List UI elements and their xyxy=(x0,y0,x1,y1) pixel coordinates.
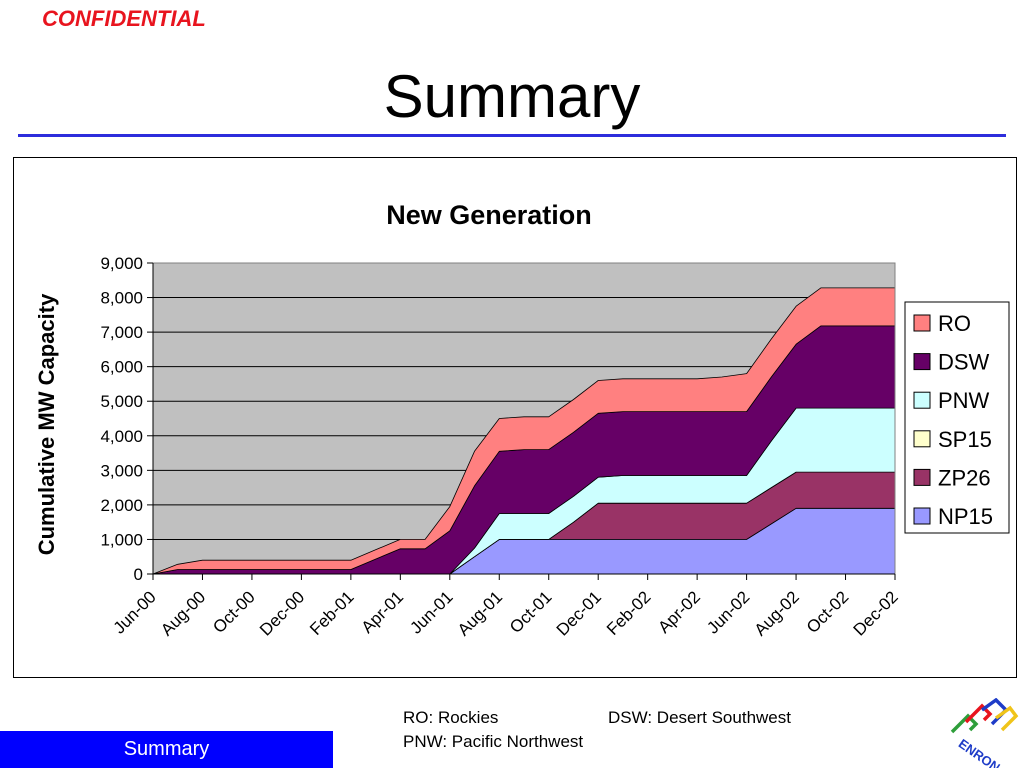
page-title: Summary xyxy=(383,63,641,130)
x-tick-label: Oct-01 xyxy=(506,587,556,637)
legend-box xyxy=(904,301,1010,534)
y-tick-label: 2,000 xyxy=(100,496,143,515)
x-tick-label: Oct-02 xyxy=(803,587,853,637)
x-tick-label: Aug-00 xyxy=(157,587,209,639)
y-tick-label: 9,000 xyxy=(100,254,143,273)
legend-swatch-pnw xyxy=(913,391,931,409)
legend-swatch-dsw xyxy=(913,353,931,371)
x-tick-label: Feb-02 xyxy=(603,587,655,639)
chart-title: New Generation xyxy=(386,200,592,230)
title-divider xyxy=(18,134,1006,137)
footnote-ro: RO: Rockies xyxy=(403,708,499,727)
y-tick-label: 5,000 xyxy=(100,392,143,411)
x-tick-label: Aug-01 xyxy=(454,587,506,639)
new-generation-chart: New Generation 0 1,000 2,000 3,000 4,000 5,000… xyxy=(34,200,1010,640)
x-tick-label: Jun-00 xyxy=(110,587,160,637)
x-tick-label: Apr-01 xyxy=(358,587,408,637)
chart-frame: New Generation 0 1,000 2,000 3,000 4,000 5,000… xyxy=(13,157,1017,678)
y-tick-label: 3,000 xyxy=(100,461,143,480)
x-tick-label: Dec-02 xyxy=(850,587,902,639)
x-tick-label: Dec-00 xyxy=(256,587,308,639)
legend-label-zp26: ZP26 xyxy=(938,465,991,490)
y-tick-label: 4,000 xyxy=(100,427,143,446)
legend-label-dsw: DSW xyxy=(938,350,990,375)
x-tick-label: Apr-02 xyxy=(654,587,704,637)
logo-wordmark: ENRON xyxy=(956,736,1003,768)
confidential-label: CONFIDENTIAL xyxy=(42,6,206,31)
footer-section-label: Summary xyxy=(123,738,210,760)
x-tick-label: Oct-00 xyxy=(209,587,259,637)
y-tick-label: 6,000 xyxy=(100,358,143,377)
footnote-pnw: PNW: Pacific Northwest xyxy=(403,732,584,751)
legend-swatch-zp26 xyxy=(913,468,931,486)
y-axis-label: Cumulative MW Capacity xyxy=(34,293,59,555)
enron-logo-icon: ENRON xyxy=(950,698,1019,768)
legend-label-pnw: PNW xyxy=(938,388,990,413)
legend-swatch-sp15 xyxy=(913,430,931,448)
x-tick-label: Dec-01 xyxy=(553,587,605,639)
y-tick-label: 0 xyxy=(134,565,143,584)
x-tick-label: Jun-01 xyxy=(406,587,456,637)
x-tick-label: Feb-01 xyxy=(306,587,358,639)
legend-label-sp15: SP15 xyxy=(938,427,992,452)
legend-label-ro: RO xyxy=(938,311,971,336)
legend-label-np15: NP15 xyxy=(938,504,993,529)
legend-swatch-np15 xyxy=(913,507,931,525)
y-tick-label: 7,000 xyxy=(100,323,143,342)
footnote-dsw: DSW: Desert Southwest xyxy=(608,708,791,727)
x-tick-label: Aug-02 xyxy=(751,587,803,639)
footer-section-tab: Summary xyxy=(0,731,333,768)
y-tick-label: 8,000 xyxy=(100,289,143,308)
y-tick-label: 1,000 xyxy=(100,530,143,549)
legend-swatch-ro xyxy=(913,314,931,332)
x-tick-label: Jun-02 xyxy=(703,587,753,637)
